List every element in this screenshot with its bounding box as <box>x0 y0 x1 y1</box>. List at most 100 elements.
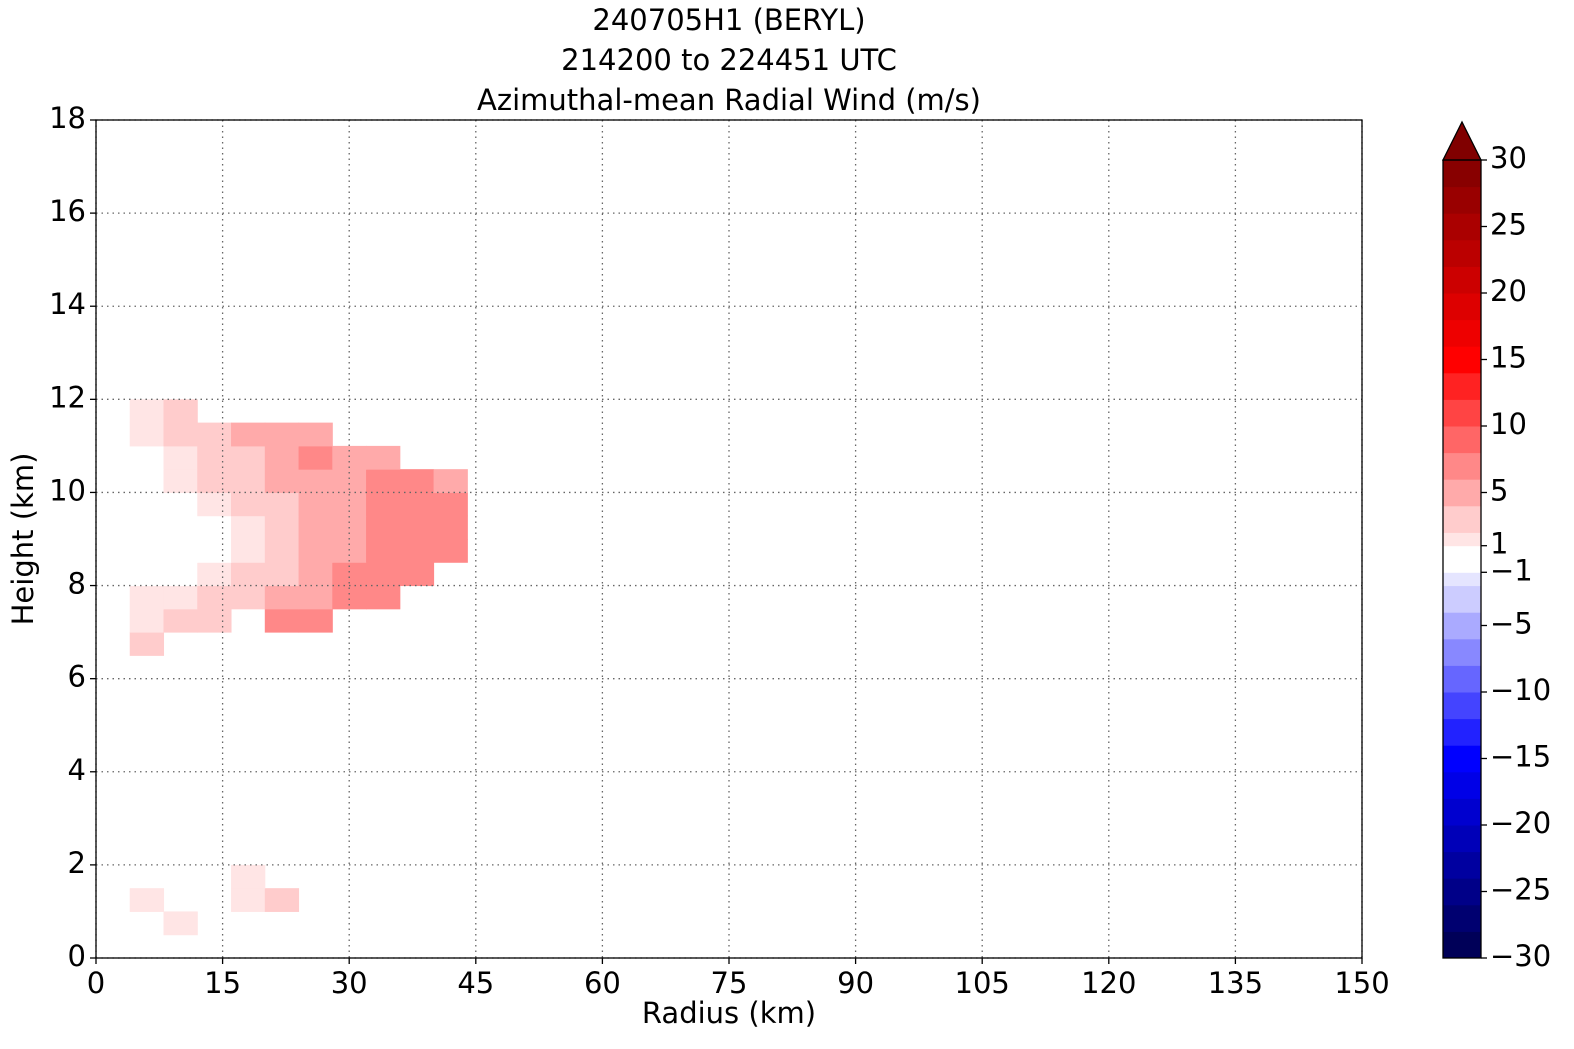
chart-title: 240705H1 (BERYL) <box>592 3 865 37</box>
colorbar-band <box>1443 545 1481 573</box>
contour-cell <box>433 492 468 517</box>
contour-cell <box>129 422 165 447</box>
colorbar-band <box>1443 293 1481 321</box>
contour-cell <box>264 492 300 517</box>
y-tick-label: 4 <box>68 753 86 787</box>
colorbar-band <box>1443 239 1481 267</box>
contour-cell <box>197 585 232 610</box>
colorbar-tick-label: −15 <box>1490 740 1551 774</box>
contour-cell <box>197 539 232 563</box>
contour-cell <box>366 492 401 517</box>
colorbar-band <box>1443 904 1481 932</box>
colorbar-band <box>1443 718 1481 746</box>
contour-cell <box>231 585 266 610</box>
x-tick-label: 45 <box>457 966 494 1000</box>
contour-cell <box>433 515 468 540</box>
colorbar-band <box>1443 319 1481 347</box>
colorbar-tick-label: −25 <box>1490 873 1551 907</box>
colorbar-tick-label: 15 <box>1490 341 1527 375</box>
colorbar-tick-label: 10 <box>1490 407 1527 441</box>
contour-cell <box>264 445 300 470</box>
colorbar-tick-label: −30 <box>1490 939 1551 973</box>
colorbar-band <box>1443 346 1481 374</box>
contour-cell <box>163 445 198 470</box>
contour-cell <box>298 562 333 587</box>
x-tick-label: 120 <box>1081 966 1136 1000</box>
y-tick-label: 12 <box>49 380 86 414</box>
x-tick-label: 75 <box>711 966 748 1000</box>
colorbar-band <box>1443 160 1481 188</box>
contour-cell <box>129 888 165 912</box>
contour-cell <box>366 445 401 470</box>
y-tick-label: 10 <box>49 473 86 507</box>
contour-cell <box>264 422 300 447</box>
contour-cell <box>264 539 300 563</box>
colorbar-band <box>1443 851 1481 879</box>
colorbar-band <box>1443 585 1481 613</box>
contour-cell <box>366 539 401 563</box>
contour-cell <box>163 608 198 633</box>
contour-cell <box>129 585 165 610</box>
contour-cell <box>129 445 165 470</box>
y-axis-label: Height (km) <box>6 453 40 626</box>
y-tick-label: 2 <box>68 846 86 880</box>
colorbar-tick-label: 5 <box>1490 474 1508 508</box>
contour-cell <box>129 399 165 424</box>
contour-cell <box>332 539 367 563</box>
contour-cell <box>264 888 300 912</box>
contour-cell <box>231 492 266 517</box>
x-tick-label: 90 <box>837 966 874 1000</box>
colorbar-band <box>1443 771 1481 799</box>
colorbar-tick-label: −20 <box>1490 806 1551 840</box>
y-tick-label: 0 <box>68 939 86 973</box>
colorbar-band <box>1443 798 1481 826</box>
contour-cell <box>197 492 232 517</box>
contour-cell <box>129 492 165 517</box>
colorbar-band <box>1443 665 1481 693</box>
contour-cell <box>197 608 232 633</box>
contour-cell <box>332 585 367 610</box>
y-tick-label: 8 <box>68 567 86 601</box>
contour-cell <box>366 515 401 540</box>
contour-cell <box>264 608 300 633</box>
contour-cell <box>197 422 232 447</box>
contour-cell <box>163 399 198 424</box>
colorbar-band <box>1443 931 1481 959</box>
contour-cell <box>231 539 266 563</box>
contour-cell <box>129 469 165 493</box>
colorbar-band <box>1443 572 1481 587</box>
colorbar-tick-label: 25 <box>1490 208 1527 242</box>
contour-cell <box>231 445 266 470</box>
contour-cell <box>298 492 333 517</box>
colorbar-frame <box>1442 159 1482 959</box>
contour-cell <box>298 422 333 447</box>
contour-cell <box>231 469 266 493</box>
contour-cell <box>163 539 198 563</box>
colorbar-tick-label: −1 <box>1490 553 1533 587</box>
y-tick-label: 18 <box>49 101 86 135</box>
colorbar-band <box>1443 532 1481 547</box>
colorbar-band <box>1443 213 1481 241</box>
colorbar-band <box>1443 426 1481 454</box>
x-axis-label: Radius (km) <box>642 996 816 1030</box>
contour-cell <box>366 562 401 587</box>
x-tick-label: 105 <box>955 966 1010 1000</box>
contour-cell <box>332 469 367 493</box>
contour-cell <box>332 562 367 587</box>
contour-cell <box>231 562 266 587</box>
x-tick-label: 60 <box>584 966 621 1000</box>
x-tick-label: 15 <box>204 966 241 1000</box>
contour-cell <box>197 469 232 493</box>
contour-cell <box>231 888 266 912</box>
y-tick-label: 14 <box>49 287 86 321</box>
contour-cell <box>231 422 266 447</box>
contour-cell <box>366 585 401 610</box>
colorbar-band <box>1443 638 1481 666</box>
contour-cell <box>298 608 333 633</box>
contour-cell <box>264 469 300 493</box>
contour-cell <box>433 539 468 563</box>
contour-cell <box>129 632 165 656</box>
contour-cell <box>163 492 198 517</box>
y-tick-label: 16 <box>49 194 86 228</box>
contour-cell <box>163 911 198 936</box>
